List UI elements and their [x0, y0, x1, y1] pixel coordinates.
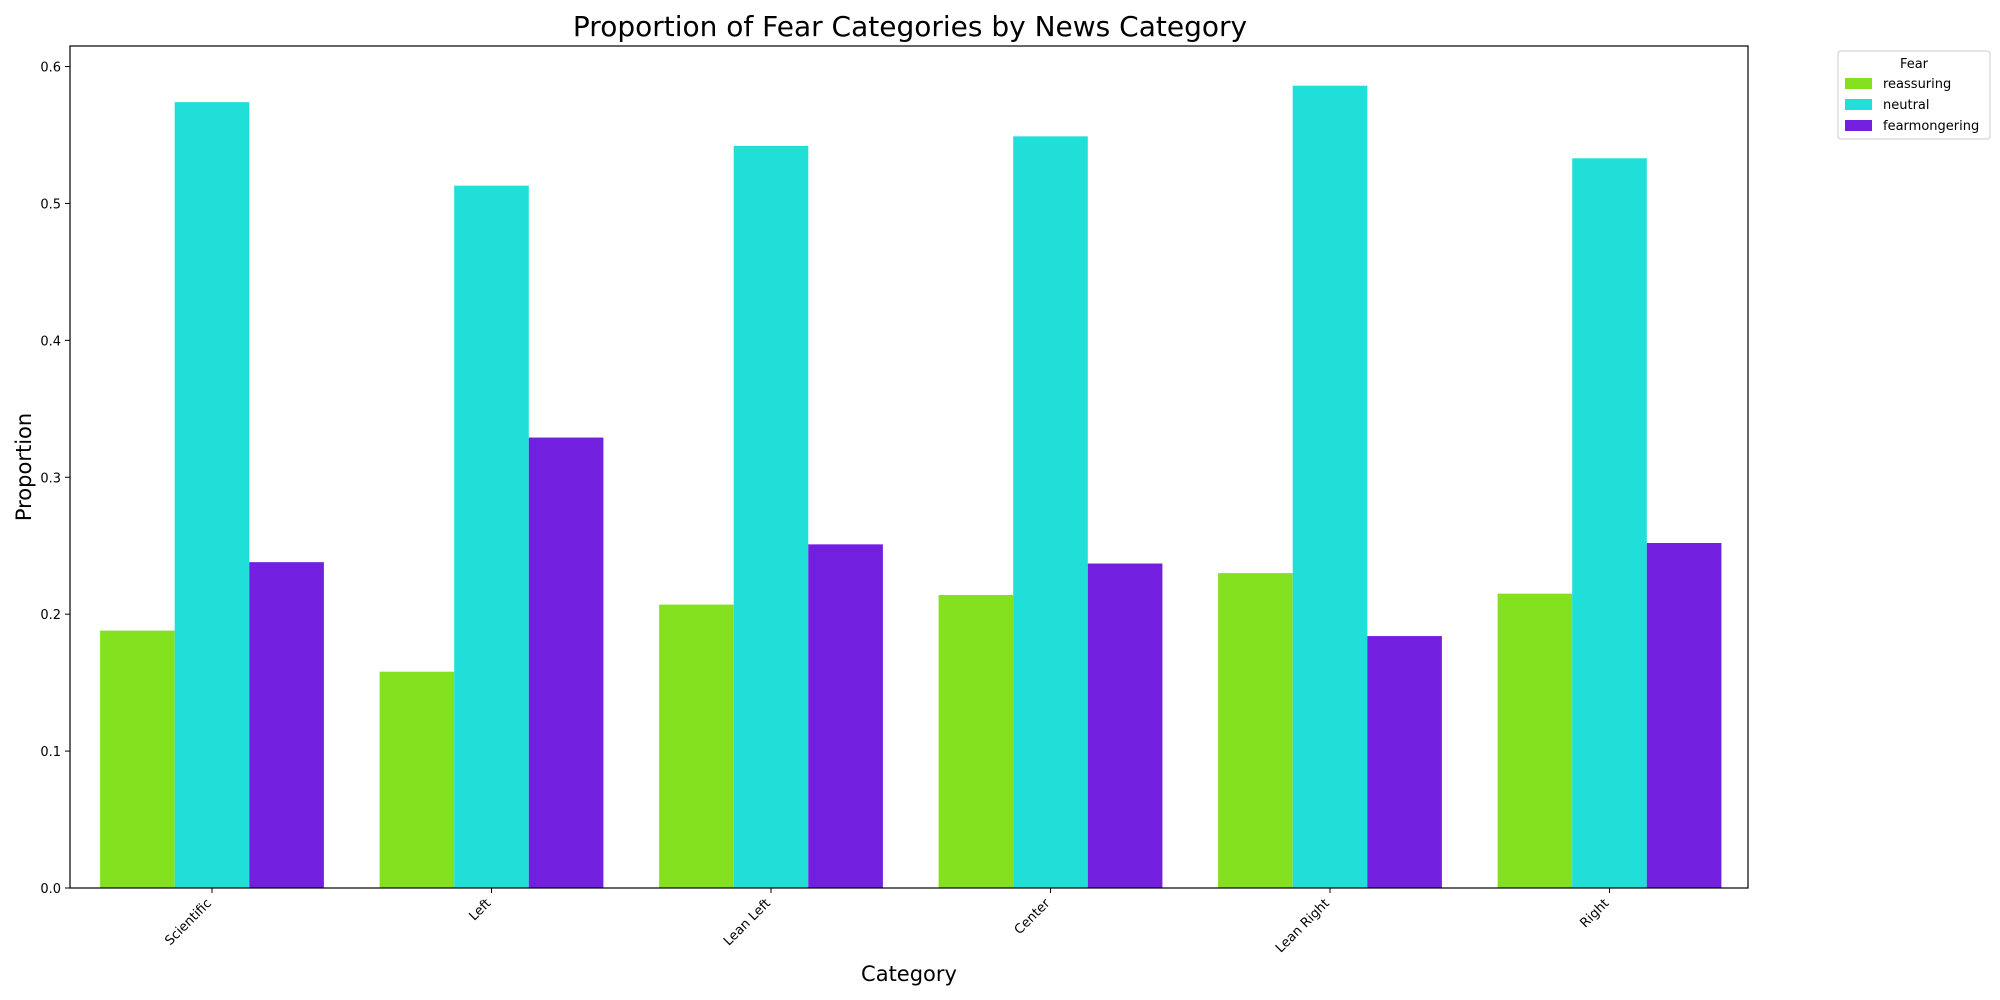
bar-fearmongering-lean-left	[808, 544, 883, 888]
bar-fearmongering-center	[1087, 563, 1163, 888]
y-tick-label: 0.5	[40, 197, 61, 212]
x-axis-title: Category	[861, 962, 957, 986]
legend-label-neutral: neutral	[1883, 98, 1930, 113]
bar-neutral-lean-left	[733, 145, 809, 888]
legend-swatch-neutral	[1845, 99, 1872, 110]
legend: Fear reassuring neutral fearmongering	[1837, 50, 1991, 140]
bar-fearmongering-left	[528, 437, 604, 888]
bar-fearmongering-lean-right	[1367, 636, 1442, 888]
bar-neutral-right	[1572, 158, 1647, 888]
bar-reassuring-lean-left	[659, 604, 734, 888]
y-axis-title: Proportion	[12, 413, 36, 521]
bar-reassuring-left	[379, 671, 455, 888]
y-tick-label: 0.2	[40, 608, 61, 623]
y-tick-label: 0.4	[40, 334, 61, 349]
bar-reassuring-center	[938, 595, 1014, 888]
bar-neutral-scientific	[174, 102, 250, 888]
plot-frame	[69, 45, 1749, 889]
chart-title: Proportion of Fear Categories by News Ca…	[573, 10, 1247, 43]
y-tick-label: 0.6	[40, 61, 61, 76]
legend-swatch-fearmongering	[1845, 120, 1872, 131]
y-tick-label: 0.3	[40, 471, 61, 486]
bar-neutral-left	[454, 185, 529, 888]
legend-box	[1837, 50, 1991, 140]
legend-entries: reassuring neutral fearmongering	[1845, 77, 1979, 134]
legend-label-fearmongering: fearmongering	[1883, 119, 1979, 134]
legend-title: Fear	[1900, 57, 1929, 72]
legend-swatch-reassuring	[1845, 78, 1872, 89]
bar-reassuring-lean-right	[1218, 573, 1293, 888]
bar-neutral-center	[1013, 136, 1088, 889]
bar-neutral-lean-right	[1292, 85, 1368, 888]
y-axis: 0.0 0.1 0.2 0.3 0.4 0.5 0.6	[40, 61, 70, 897]
bars-group	[100, 85, 1722, 889]
bar-reassuring-scientific	[100, 630, 175, 888]
y-tick-label: 0.1	[40, 745, 61, 760]
bar-fearmongering-right	[1646, 542, 1722, 888]
y-tick-label: 0.0	[40, 882, 61, 897]
bar-reassuring-right	[1497, 593, 1573, 888]
bar-fearmongering-scientific	[249, 562, 324, 888]
legend-label-reassuring: reassuring	[1883, 77, 1951, 92]
